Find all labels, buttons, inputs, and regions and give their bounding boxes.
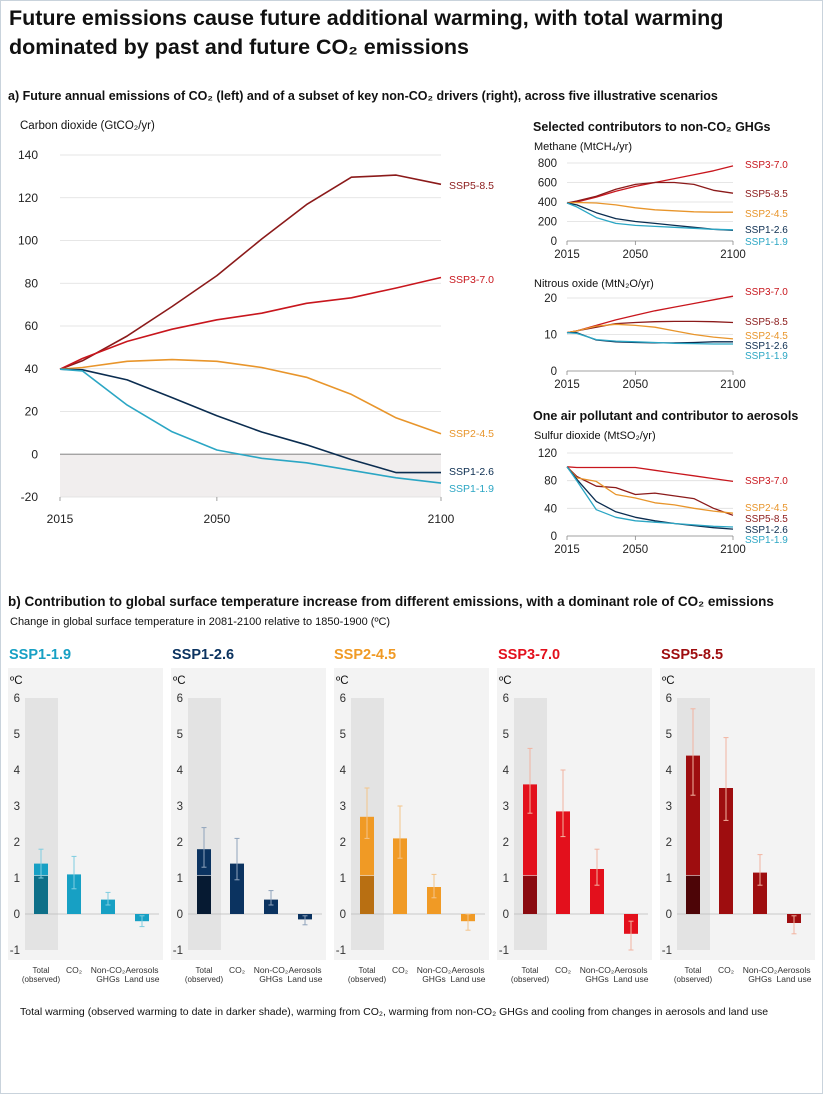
panel-a-heading: a) Future annual emissions of CO₂ (left)… bbox=[8, 89, 718, 103]
n2o-axis-title: Nitrous oxide (MtN₂O/yr) bbox=[534, 278, 654, 290]
methane-axis-title: Methane (MtCH₄/yr) bbox=[534, 141, 633, 153]
ssp5-85-title: SSP5-8.5 bbox=[661, 647, 724, 663]
ssp3-70-title: SSP3-7.0 bbox=[498, 647, 561, 663]
figure-title: Future emissions cause future additional… bbox=[9, 6, 724, 59]
ssp1-26-title: SSP1-2.6 bbox=[172, 647, 235, 663]
ssp2-45-title: SSP2-4.5 bbox=[334, 647, 397, 663]
so2-axis-title: Sulfur dioxide (MtSO₂/yr) bbox=[534, 430, 656, 442]
ssp1-19-title: SSP1-1.9 bbox=[9, 647, 72, 663]
panel-b-footnote: Total warming (observed warming to date … bbox=[20, 1006, 769, 1018]
co2-axis-title: Carbon dioxide (GtCO₂/yr) bbox=[20, 120, 155, 132]
aerosol-heading: One air pollutant and contributor to aer… bbox=[533, 409, 799, 423]
panel-b-heading: b) Contribution to global surface temper… bbox=[8, 594, 774, 609]
nonco2-heading: Selected contributors to non-CO₂ GHGs bbox=[533, 120, 771, 134]
panel-b-subtitle: Change in global surface temperature in … bbox=[10, 616, 391, 628]
